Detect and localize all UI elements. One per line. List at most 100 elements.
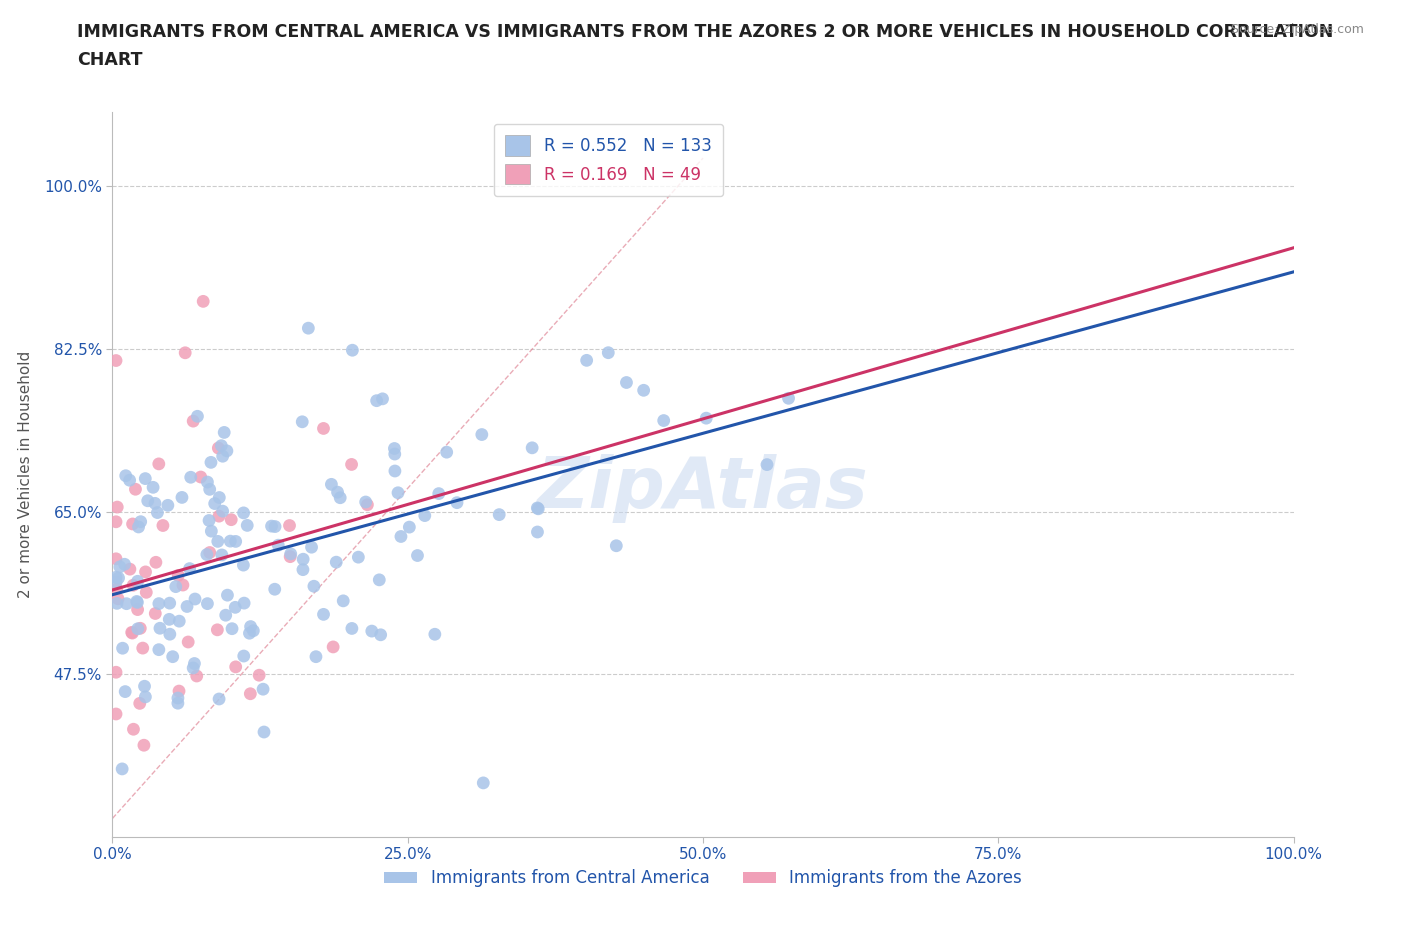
Point	[207, 622, 229, 637]
Point	[605, 538, 627, 553]
Point	[208, 509, 231, 524]
Point	[114, 557, 136, 572]
Point	[143, 606, 166, 621]
Point	[181, 414, 204, 429]
Point	[446, 496, 468, 511]
Point	[232, 558, 254, 573]
Point	[145, 555, 167, 570]
Point	[127, 595, 149, 610]
Point	[264, 519, 287, 534]
Point	[297, 321, 319, 336]
Point	[221, 621, 243, 636]
Point	[142, 480, 165, 495]
Point	[180, 470, 202, 485]
Point	[354, 495, 377, 510]
Point	[105, 499, 128, 514]
Point	[105, 514, 128, 529]
Point	[128, 520, 150, 535]
Point	[149, 621, 172, 636]
Point	[347, 550, 370, 565]
Point	[183, 656, 205, 671]
Point	[105, 551, 128, 566]
Point	[360, 624, 382, 639]
Point	[472, 776, 495, 790]
Point	[291, 563, 314, 578]
Point	[384, 441, 406, 456]
Point	[278, 550, 301, 565]
Point	[526, 525, 548, 539]
Point	[105, 570, 128, 585]
Point	[195, 547, 218, 562]
Point	[156, 498, 179, 512]
Point	[225, 659, 247, 674]
Point	[108, 560, 131, 575]
Point	[136, 493, 159, 508]
Point	[132, 737, 155, 752]
Point	[291, 415, 314, 430]
Point	[267, 538, 290, 552]
Point	[616, 375, 638, 390]
Point	[371, 392, 394, 406]
Point	[236, 518, 259, 533]
Point	[436, 445, 458, 459]
Point	[370, 628, 392, 643]
Point	[278, 518, 301, 533]
Point	[176, 599, 198, 614]
Point	[167, 568, 190, 583]
Point	[170, 490, 193, 505]
Point	[105, 353, 128, 368]
Point	[332, 593, 354, 608]
Point	[208, 490, 231, 505]
Point	[219, 534, 242, 549]
Point	[111, 641, 134, 656]
Point	[114, 684, 136, 699]
Point	[211, 504, 233, 519]
Point	[387, 485, 409, 500]
Point	[172, 578, 194, 592]
Point	[105, 575, 128, 590]
Point	[184, 591, 207, 606]
Point	[197, 596, 219, 611]
Point	[105, 707, 128, 722]
Point	[215, 608, 238, 623]
Point	[105, 596, 128, 611]
Point	[232, 505, 254, 520]
Point	[366, 393, 388, 408]
Point	[219, 512, 242, 527]
Point	[211, 548, 233, 563]
Point	[107, 570, 129, 585]
Point	[204, 496, 226, 511]
Point	[105, 581, 128, 596]
Point	[179, 561, 201, 576]
Legend: Immigrants from Central America, Immigrants from the Azores: Immigrants from Central America, Immigra…	[377, 863, 1029, 894]
Text: ZipAtlas: ZipAtlas	[537, 455, 869, 524]
Point	[329, 490, 352, 505]
Point	[526, 500, 548, 515]
Point	[312, 421, 335, 436]
Point	[198, 545, 221, 560]
Point	[471, 427, 494, 442]
Point	[778, 391, 800, 405]
Point	[312, 607, 335, 622]
Y-axis label: 2 or more Vehicles in Household: 2 or more Vehicles in Household	[18, 351, 32, 598]
Point	[247, 668, 270, 683]
Point	[200, 455, 222, 470]
Point	[174, 345, 197, 360]
Point	[233, 596, 256, 611]
Point	[121, 626, 143, 641]
Point	[384, 463, 406, 478]
Text: CHART: CHART	[77, 51, 143, 69]
Point	[263, 582, 285, 597]
Point	[157, 612, 180, 627]
Point	[212, 425, 235, 440]
Point	[186, 669, 208, 684]
Point	[159, 596, 181, 611]
Point	[384, 446, 406, 461]
Point	[239, 619, 262, 634]
Point	[238, 626, 260, 641]
Point	[224, 600, 246, 615]
Point	[423, 627, 446, 642]
Point	[148, 643, 170, 658]
Point	[340, 457, 363, 472]
Point	[134, 472, 156, 486]
